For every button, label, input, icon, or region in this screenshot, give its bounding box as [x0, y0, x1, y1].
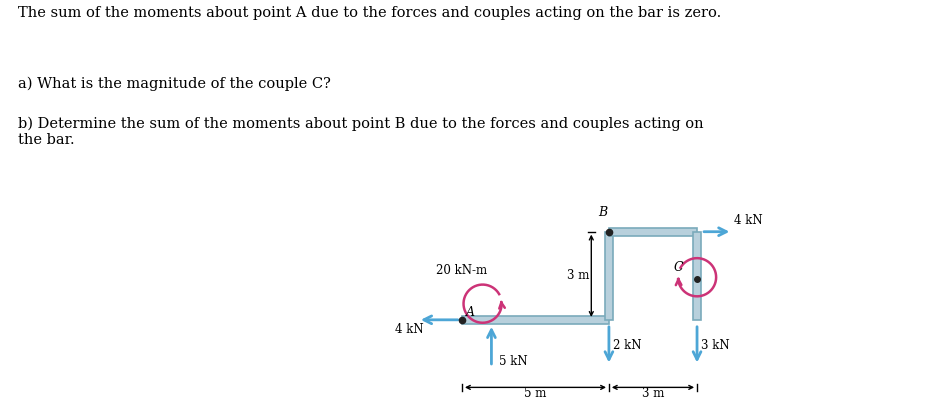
Text: C: C	[673, 261, 683, 274]
Text: The sum of the moments about point A due to the forces and couples acting on the: The sum of the moments about point A due…	[19, 6, 721, 20]
Text: 5 kN: 5 kN	[499, 355, 528, 368]
Text: 2 kN: 2 kN	[613, 339, 642, 352]
Text: 3 kN: 3 kN	[701, 339, 730, 352]
Text: 3 m: 3 m	[567, 269, 589, 282]
Text: A: A	[466, 306, 475, 319]
Text: 5 m: 5 m	[524, 387, 546, 400]
Bar	[609, 227, 697, 236]
Bar	[693, 232, 701, 320]
Text: 20 kN-m: 20 kN-m	[435, 264, 487, 277]
Text: 4 kN: 4 kN	[733, 214, 762, 227]
Text: 4 kN: 4 kN	[394, 323, 423, 336]
Text: B: B	[598, 206, 607, 219]
Bar	[462, 316, 609, 324]
Text: a) What is the magnitude of the couple C?: a) What is the magnitude of the couple C…	[19, 76, 332, 91]
Text: b) Determine the sum of the moments about point B due to the forces and couples : b) Determine the sum of the moments abou…	[19, 116, 704, 147]
Bar	[605, 232, 613, 320]
Text: 3 m: 3 m	[642, 387, 664, 400]
